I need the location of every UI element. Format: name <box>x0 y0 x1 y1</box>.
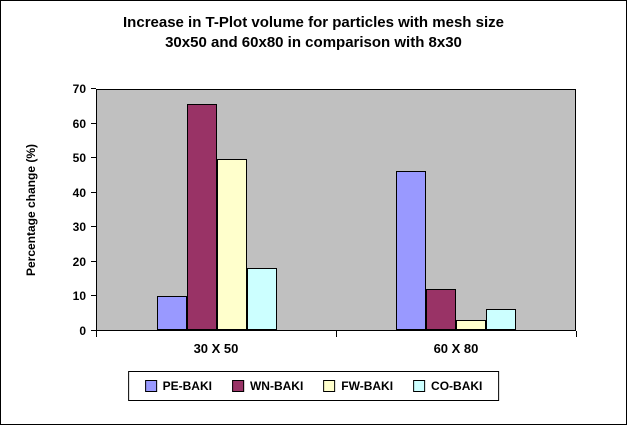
x-category-label: 60 X 80 <box>433 341 479 356</box>
y-tick-label: 60 <box>72 116 86 131</box>
y-tick-label: 0 <box>79 324 86 338</box>
x-tick-mark <box>576 331 577 337</box>
y-tick-mark <box>91 122 96 124</box>
legend-entry-WN-BAKI: WN-BAKI <box>231 379 304 393</box>
bar-group-30X50 <box>97 90 336 330</box>
bar-PE-BAKI-60X80 <box>395 170 426 330</box>
legend-swatch-icon <box>413 380 426 392</box>
y-tick-mark <box>91 157 96 159</box>
y-tick-label: 50 <box>72 151 86 166</box>
legend-label: FW-BAKI <box>341 379 394 393</box>
bar-group-60X80 <box>336 90 575 330</box>
legend-swatch-icon <box>323 380 336 392</box>
legend: PE-BAKI WN-BAKI FW-BAKI CO-BAKI <box>127 371 500 401</box>
bar-FW-BAKI-30X50 <box>216 158 247 330</box>
y-tick-mark <box>91 330 96 331</box>
y-tick-label: 70 <box>72 82 86 96</box>
chart-title: Increase in T-Plot volume for particles … <box>1 13 626 54</box>
y-axis: 0 10 20 30 40 50 60 70 <box>51 82 96 338</box>
legend-entry-PE-BAKI: PE-BAKI <box>144 379 212 393</box>
legend-label: WN-BAKI <box>249 379 304 393</box>
x-tick-mark <box>336 331 337 337</box>
y-tick-label: 10 <box>72 289 86 304</box>
x-category-label: 30 X 50 <box>193 341 239 356</box>
plot-area <box>96 89 576 331</box>
bar-FW-BAKI-60X80 <box>455 319 486 330</box>
bar-WN-BAKI-60X80 <box>425 288 456 330</box>
y-tick-mark <box>91 88 96 89</box>
legend-swatch-icon <box>231 380 244 392</box>
y-tick-label: 20 <box>72 254 86 269</box>
y-tick-mark <box>91 295 96 297</box>
legend-swatch-icon <box>144 380 157 392</box>
bar-WN-BAKI-30X50 <box>186 103 217 330</box>
y-tick-label: 40 <box>72 185 86 200</box>
chart-title-line-2: 30x50 and 60x80 in comparison with 8x30 <box>165 34 462 52</box>
chart-title-line-1: Increase in T-Plot volume for particles … <box>123 14 504 31</box>
y-tick-mark <box>91 260 96 262</box>
legend-label: PE-BAKI <box>162 379 212 393</box>
legend-label: CO-BAKI <box>431 379 483 393</box>
x-tick-mark <box>96 331 97 337</box>
bar-CO-BAKI-60X80 <box>485 309 516 330</box>
y-axis-title: Percentage change (%) <box>24 143 38 277</box>
y-tick-mark <box>91 226 96 228</box>
bar-PE-BAKI-30X50 <box>156 295 187 330</box>
y-tick-mark <box>91 191 96 193</box>
x-axis-labels: 30 X 50 60 X 80 <box>96 341 576 356</box>
legend-entry-CO-BAKI: CO-BAKI <box>413 379 482 393</box>
legend-entry-FW-BAKI: FW-BAKI <box>323 379 393 393</box>
y-tick-label: 30 <box>72 220 86 235</box>
bar-CO-BAKI-30X50 <box>246 268 277 330</box>
